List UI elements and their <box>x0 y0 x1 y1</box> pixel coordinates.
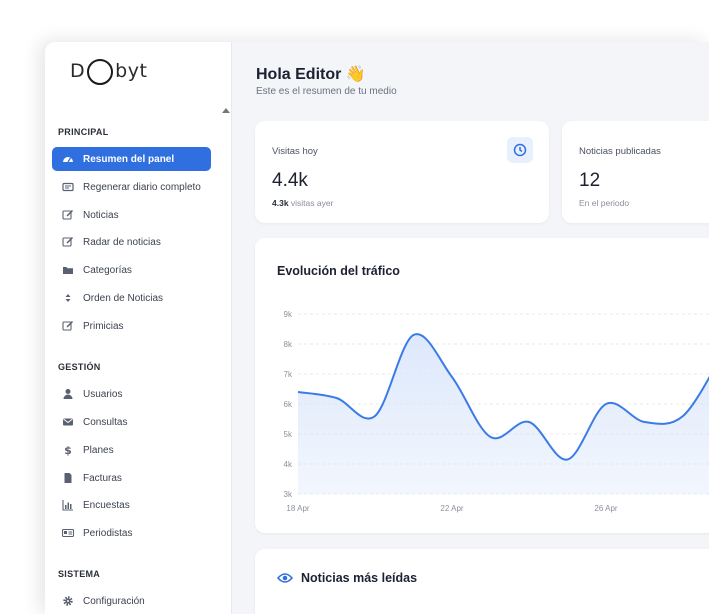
sidebar-item-label: Periodistas <box>83 527 133 539</box>
most-read-card: Noticias más leídas <box>255 549 709 614</box>
sidebar-item-label: Regenerar diario completo <box>83 181 201 193</box>
sidebar-item-label: Configuración <box>83 595 145 607</box>
x-tick-label: 18 Apr <box>286 504 309 513</box>
edit-icon <box>62 209 74 221</box>
id-card-icon <box>62 527 74 539</box>
logo-prefix: D <box>70 60 86 82</box>
most-read-title: Noticias más leídas <box>301 571 418 585</box>
sidebar-item-label: Encuestas <box>83 499 130 511</box>
y-tick-label: 3k <box>284 490 293 499</box>
y-tick-label: 6k <box>284 400 293 409</box>
sidebar-item-label: Usuarios <box>83 388 123 400</box>
stat-card-noticias: Noticias publicadas 12 En el periodo <box>562 121 709 223</box>
sidebar-item-consultas[interactable]: Consultas <box>52 410 211 434</box>
sidebar-item-primicias[interactable]: Primicias <box>52 314 211 338</box>
page-title: Hola Editor 👋 <box>256 66 366 83</box>
sidebar-item-orden[interactable]: Orden de Noticias <box>52 286 211 310</box>
bar-chart-icon <box>62 499 74 511</box>
y-tick-label: 7k <box>284 370 293 379</box>
folder-icon <box>62 264 74 276</box>
envelope-icon <box>62 416 74 428</box>
sidebar-item-usuarios[interactable]: Usuarios <box>52 382 211 406</box>
sidebar-item-label: Facturas <box>83 472 122 484</box>
edit-icon <box>62 236 74 248</box>
sidebar-item-radar[interactable]: Radar de noticias <box>52 230 211 254</box>
sidebar-item-label: Categorías <box>83 264 132 276</box>
stat-foot-text: visitas ayer <box>288 198 334 208</box>
x-tick-label: 22 Apr <box>440 504 463 513</box>
sidebar-item-label: Radar de noticias <box>83 236 161 248</box>
sidebar: D byt PRINCIPAL Resumen del panel Regene… <box>45 42 232 614</box>
sidebar-item-label: Resumen del panel <box>83 153 175 165</box>
sidebar-item-planes[interactable]: $ Planes <box>52 438 211 462</box>
y-tick-label: 8k <box>284 340 293 349</box>
sort-icon <box>62 292 74 304</box>
sidebar-item-label: Consultas <box>83 416 128 428</box>
gear-icon <box>62 595 74 607</box>
sidebar-item-resumen[interactable]: Resumen del panel <box>52 147 211 171</box>
svg-text:$: $ <box>64 444 72 456</box>
sidebar-item-categorias[interactable]: Categorías <box>52 258 211 282</box>
newspaper-icon <box>62 181 74 193</box>
stat-foot: En el periodo <box>579 198 630 208</box>
stat-value: 12 <box>579 170 601 191</box>
stat-value: 4.4k <box>272 170 308 191</box>
section-title-gestion: GESTIÓN <box>58 362 101 372</box>
sidebar-item-label: Primicias <box>83 320 124 332</box>
x-tick-label: 26 Apr <box>594 504 617 513</box>
chart-title: Evolución del tráfico <box>277 264 400 278</box>
section-title-principal: PRINCIPAL <box>58 127 109 137</box>
sidebar-item-label: Noticias <box>83 209 119 221</box>
sidebar-item-label: Planes <box>83 444 114 456</box>
stat-foot-value: 4.3k <box>272 198 289 208</box>
page-subtitle: Este es el resumen de tu medio <box>256 86 397 97</box>
traffic-chart: 3k 4k 5k 6k 7k 8k 9k 18 Apr 22 Apr 26 Apr <box>284 310 709 513</box>
y-tick-label: 4k <box>284 460 293 469</box>
edit-icon <box>62 320 74 332</box>
sidebar-item-encuestas[interactable]: Encuestas <box>52 493 211 517</box>
dashboard-icon <box>62 153 74 165</box>
stat-card-visitas: Visitas hoy 4.4k 4.3k visitas ayer <box>255 121 549 223</box>
dollar-icon: $ <box>62 444 74 456</box>
sidebar-item-periodistas[interactable]: Periodistas <box>52 521 211 545</box>
section-title-sistema: SISTEMA <box>58 569 101 579</box>
sidebar-item-facturas[interactable]: Facturas <box>52 466 211 490</box>
sidebar-item-configuracion[interactable]: Configuración <box>52 589 211 613</box>
stat-label: Visitas hoy <box>272 146 318 157</box>
user-icon <box>62 388 74 400</box>
logo[interactable]: D byt <box>70 56 147 86</box>
logo-suffix: byt <box>115 60 148 82</box>
file-icon <box>62 472 74 484</box>
traffic-area <box>298 334 709 494</box>
logo-ring-icon <box>87 59 114 85</box>
stat-foot: 4.3k visitas ayer <box>272 198 333 208</box>
app-window: D byt PRINCIPAL Resumen del panel Regene… <box>45 42 709 614</box>
sidebar-item-noticias[interactable]: Noticias <box>52 203 211 227</box>
scroll-up-arrow-icon[interactable] <box>222 108 230 113</box>
sidebar-item-label: Orden de Noticias <box>83 292 164 304</box>
clock-icon <box>507 137 533 163</box>
stat-label: Noticias publicadas <box>579 146 661 157</box>
sidebar-item-regenerar[interactable]: Regenerar diario completo <box>52 175 211 199</box>
eye-icon <box>277 573 293 583</box>
traffic-chart-card: Evolución del tráfico 3k 4k 5k 6k 7k 8k 9k 18 A… <box>255 238 709 533</box>
y-tick-label: 5k <box>284 430 293 439</box>
traffic-line <box>297 333 709 461</box>
y-tick-label: 9k <box>284 310 293 319</box>
